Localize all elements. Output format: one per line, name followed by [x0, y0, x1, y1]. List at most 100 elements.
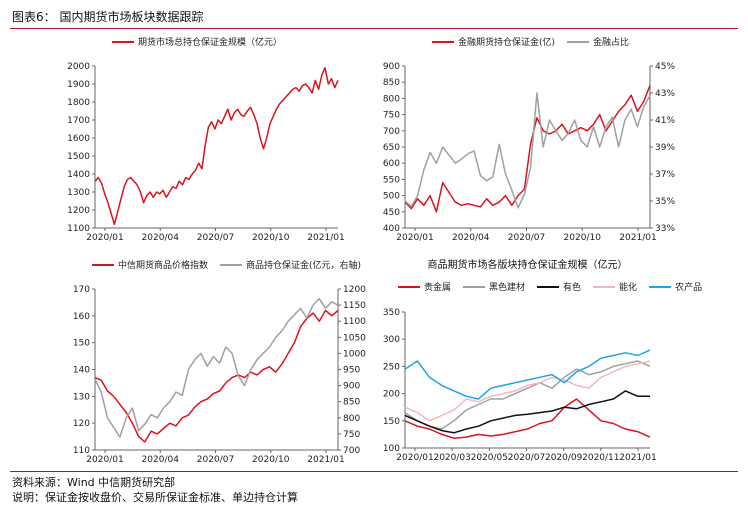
- y-tick-label: 1400: [67, 170, 90, 180]
- x-tick-label: 2020/04: [142, 455, 180, 465]
- y2-tick-label: 800: [343, 414, 360, 424]
- y-tick-label: 1800: [67, 98, 90, 108]
- x-tick-label: 2020/07: [197, 233, 234, 243]
- legend-label: 期货市场总持仓保证金规模（亿元）: [138, 36, 282, 48]
- x-tick-label: 2020/10: [564, 233, 602, 243]
- y-tick-label: 850: [383, 78, 400, 88]
- y-tick-label: 750: [383, 111, 400, 121]
- y-tick-label: 1900: [67, 80, 90, 90]
- y-tick-label: 130: [73, 392, 90, 402]
- y-tick-label: 1500: [67, 152, 90, 162]
- y-tick-label: 110: [73, 446, 90, 456]
- y2-tick-label: 900: [343, 382, 360, 392]
- x-tick-label: 2021/01: [307, 455, 344, 465]
- y-tick-label: 150: [383, 417, 400, 427]
- series-line-0: [94, 67, 339, 226]
- legend-label: 金融期货持仓保证金(亿): [458, 36, 555, 48]
- series-line-0: [404, 85, 651, 213]
- x-tick-label: 2020/11: [582, 453, 619, 463]
- y2-tick-label: 1050: [343, 333, 366, 343]
- y-tick-label: 350: [383, 308, 400, 318]
- y-tick-label: 600: [383, 159, 400, 169]
- x-tick-label: 2020/05: [471, 453, 508, 463]
- y-tick-label: 450: [383, 208, 400, 218]
- y2-tick-label: 850: [343, 398, 360, 408]
- footer-rule: [10, 471, 738, 472]
- y-tick-label: 400: [383, 224, 400, 234]
- x-tick-label: 2020/04: [142, 233, 180, 243]
- y-tick-label: 120: [73, 419, 90, 429]
- series-line-3: [404, 360, 651, 422]
- y2-tick-label: 35%: [655, 197, 675, 207]
- x-tick-label: 2020/04: [452, 233, 490, 243]
- y-tick-label: 1300: [67, 188, 90, 198]
- series-line-2: [404, 390, 650, 434]
- y2-tick-label: 1150: [343, 301, 366, 311]
- y-tick-label: 140: [73, 366, 90, 376]
- series-line-1: [94, 297, 339, 438]
- y-tick-label: 200: [383, 390, 400, 400]
- x-tick-label: 2020/07: [197, 455, 234, 465]
- y-tick-label: 500: [383, 192, 400, 202]
- x-tick-label: 2020/10: [252, 233, 290, 243]
- x-tick-label: 2020/07: [508, 233, 545, 243]
- chart-c3: 110 120 130 140 150 160 170 700 750 800 850 900 950 1…: [73, 259, 366, 465]
- x-tick-label: 2021/01: [619, 233, 656, 243]
- legend-label: 中信期货商品价格指数: [118, 259, 208, 271]
- legend-label: 有色: [563, 281, 581, 293]
- y-tick-label: 800: [383, 94, 400, 104]
- legend-label: 商品持仓保证金(亿元，右轴): [246, 259, 361, 271]
- x-tick-label: 2020/01: [86, 233, 123, 243]
- y2-tick-label: 950: [343, 366, 360, 376]
- y-tick-label: 900: [383, 62, 400, 72]
- x-tick-label: 2020/10: [252, 455, 290, 465]
- x-tick-label: 2021/01: [307, 233, 344, 243]
- x-tick-label: 2020/01: [396, 233, 433, 243]
- y-tick-label: 250: [383, 362, 400, 372]
- legend-label: 贵金属: [424, 281, 451, 293]
- series-line-4: [404, 349, 651, 400]
- series-line-1: [404, 92, 651, 209]
- y2-tick-label: 700: [343, 446, 360, 456]
- y-tick-label: 2000: [67, 62, 90, 72]
- legend-label: 黑色建材: [489, 281, 525, 293]
- y-tick-label: 1600: [67, 134, 90, 144]
- y-tick-label: 650: [383, 143, 400, 153]
- y-tick-label: 150: [73, 339, 90, 349]
- chart-c1: 1100 1200 1300 1400 1500 1600 1700 1800 1900 2000…: [67, 36, 345, 243]
- y-tick-label: 700: [383, 127, 400, 137]
- y2-tick-label: 45%: [655, 62, 675, 72]
- y2-tick-label: 750: [343, 430, 360, 440]
- x-tick-label: 2020/01: [396, 453, 433, 463]
- chart-c2: 400 450 500 550 600 650 700 750 800 850 900 33% 35% 3…: [383, 36, 676, 243]
- series-line-0: [94, 309, 339, 443]
- legend-label: 农产品: [675, 281, 702, 293]
- y2-tick-label: 43%: [655, 89, 675, 99]
- series-line-1: [404, 360, 651, 430]
- y2-tick-label: 41%: [655, 116, 675, 126]
- legend-label: 能化: [619, 281, 637, 293]
- x-tick-label: 2020/09: [545, 453, 583, 463]
- y-tick-label: 170: [73, 285, 90, 295]
- y-tick-label: 160: [73, 312, 90, 322]
- chart-title: 商品期货市场各版块持仓保证金规模（亿元）: [428, 258, 628, 271]
- x-tick-label: 2021/01: [619, 453, 656, 463]
- x-tick-label: 2020/03: [433, 453, 470, 463]
- y-tick-label: 300: [383, 335, 400, 345]
- y-tick-label: 1700: [67, 116, 90, 126]
- x-tick-label: 2020/01: [86, 455, 123, 465]
- x-tick-label: 2020/07: [508, 453, 545, 463]
- series-line-0: [404, 398, 651, 439]
- y2-tick-label: 39%: [655, 143, 675, 153]
- source-text: 资料来源：Wind 中信期货研究部: [12, 476, 176, 489]
- y2-tick-label: 1000: [343, 349, 366, 359]
- y-tick-label: 1200: [67, 206, 90, 216]
- header-rule: [10, 28, 738, 29]
- y2-tick-label: 1200: [343, 285, 366, 295]
- y2-tick-label: 37%: [655, 170, 675, 180]
- note-text: 说明：保证金按收盘价、交易所保证金标准、单边持仓计算: [12, 491, 298, 504]
- legend-label: 金融占比: [593, 36, 629, 48]
- y2-tick-label: 1100: [343, 317, 366, 327]
